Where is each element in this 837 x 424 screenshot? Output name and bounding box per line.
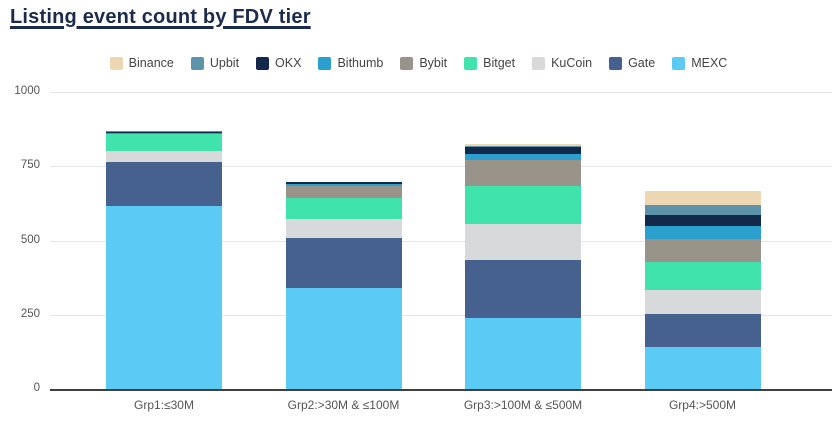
bar-segment-upbit[interactable] bbox=[285, 181, 402, 183]
bar-segment-kucoin[interactable] bbox=[644, 289, 761, 314]
bar-segment-gate[interactable] bbox=[644, 313, 761, 348]
bar-segment-bitget[interactable] bbox=[285, 198, 402, 219]
legend-swatch-upbit bbox=[190, 56, 204, 70]
legend-swatch-gate bbox=[609, 56, 623, 70]
legend-swatch-bybit bbox=[400, 56, 414, 70]
legend-item-kucoin[interactable]: KuCoin bbox=[532, 56, 592, 70]
legend-item-bitget[interactable]: Bitget bbox=[464, 56, 515, 70]
legend-label: Bitget bbox=[483, 56, 516, 70]
legend-item-bithumb[interactable]: Bithumb bbox=[318, 56, 383, 70]
bar-segment-gate[interactable] bbox=[285, 238, 402, 289]
bar-segment-okx[interactable] bbox=[465, 147, 581, 154]
legend-swatch-bithumb bbox=[318, 56, 332, 70]
legend-label: Binance bbox=[128, 56, 174, 70]
x-axis-category-label: Grp2:>30M & ≤100M bbox=[287, 398, 400, 412]
x-axis-line bbox=[50, 389, 832, 391]
bar-segment-bybit[interactable] bbox=[644, 238, 761, 262]
bar-segment-upbit[interactable] bbox=[644, 204, 761, 216]
bar-segment-okx[interactable] bbox=[106, 131, 222, 134]
stacked-bar-2 bbox=[285, 181, 402, 389]
gridline bbox=[50, 240, 832, 242]
gridline bbox=[50, 314, 832, 316]
bar-segment-bybit[interactable] bbox=[285, 185, 402, 199]
stacked-bar-1 bbox=[106, 131, 222, 389]
legend-label: Bithumb bbox=[337, 56, 384, 70]
legend-label: Gate bbox=[628, 56, 656, 70]
bar-segment-bithumb[interactable] bbox=[465, 153, 581, 161]
legend-label: KuCoin bbox=[551, 56, 593, 70]
legend-item-upbit[interactable]: Upbit bbox=[190, 56, 240, 70]
legend-swatch-kucoin bbox=[532, 56, 546, 70]
legend: Binance Upbit OKX Bithumb Bybit Bitget KuCoin G… bbox=[0, 56, 837, 70]
legend-item-binance[interactable]: Binance bbox=[109, 56, 174, 70]
x-axis-category-label: Grp4:>500M bbox=[668, 398, 737, 412]
bar-segment-mexc[interactable] bbox=[644, 347, 761, 389]
bar-segment-gate[interactable] bbox=[106, 161, 222, 206]
bar-segment-mexc[interactable] bbox=[106, 205, 222, 389]
legend-label: OKX bbox=[275, 56, 302, 70]
legend-swatch-bitget bbox=[464, 56, 478, 70]
legend-swatch-okx bbox=[256, 56, 270, 70]
chart-title: Listing event count by FDV tier bbox=[10, 6, 311, 28]
bar-segment-bithumb[interactable] bbox=[106, 133, 222, 134]
bar-segment-okx[interactable] bbox=[644, 215, 761, 227]
bar-segment-binance[interactable] bbox=[465, 144, 581, 147]
stacked-bar-4 bbox=[644, 190, 761, 389]
legend-swatch-mexc bbox=[672, 56, 686, 70]
gridline bbox=[50, 92, 832, 93]
bar-segment-bitget[interactable] bbox=[465, 185, 581, 224]
bar-segment-mexc[interactable] bbox=[465, 317, 581, 389]
y-axis-tick-label: 0 bbox=[33, 382, 40, 394]
bar-segment-bithumb[interactable] bbox=[285, 183, 402, 186]
bar-segment-kucoin[interactable] bbox=[106, 151, 222, 162]
y-axis-tick-label: 1000 bbox=[14, 85, 40, 97]
bar-segment-mexc[interactable] bbox=[285, 288, 402, 389]
bar-segment-bithumb[interactable] bbox=[644, 226, 761, 239]
bar-segment-kucoin[interactable] bbox=[465, 223, 581, 260]
legend-label: Bybit bbox=[419, 56, 448, 70]
y-axis-tick-label: 500 bbox=[20, 233, 40, 246]
x-axis-category-label: Grp3:>100M & ≤500M bbox=[463, 398, 583, 412]
bar-segment-bybit[interactable] bbox=[465, 160, 581, 186]
legend-item-okx[interactable]: OKX bbox=[256, 56, 301, 70]
bar-segment-bitget[interactable] bbox=[644, 261, 761, 290]
bar-segment-gate[interactable] bbox=[465, 259, 581, 318]
legend-item-mexc[interactable]: MEXC bbox=[672, 56, 727, 70]
y-axis-tick-label: 250 bbox=[20, 307, 40, 320]
bar-segment-okx[interactable] bbox=[285, 182, 402, 184]
bar-segment-upbit[interactable] bbox=[465, 146, 581, 148]
bar-segment-binance[interactable] bbox=[644, 190, 761, 205]
y-axis-tick-label: 750 bbox=[20, 159, 40, 172]
bar-segment-kucoin[interactable] bbox=[285, 218, 402, 239]
stacked-bar-3 bbox=[465, 144, 581, 389]
bar-segment-bybit[interactable] bbox=[106, 133, 222, 135]
gridline bbox=[50, 166, 832, 168]
legend-swatch-binance bbox=[109, 56, 123, 70]
bar-segment-bitget[interactable] bbox=[106, 134, 222, 152]
x-axis-category-label: Grp1:≤30M bbox=[134, 398, 194, 412]
legend-item-gate[interactable]: Gate bbox=[609, 56, 655, 70]
legend-label: Upbit bbox=[209, 56, 240, 70]
legend-item-bybit[interactable]: Bybit bbox=[400, 56, 447, 70]
legend-label: MEXC bbox=[691, 56, 728, 70]
